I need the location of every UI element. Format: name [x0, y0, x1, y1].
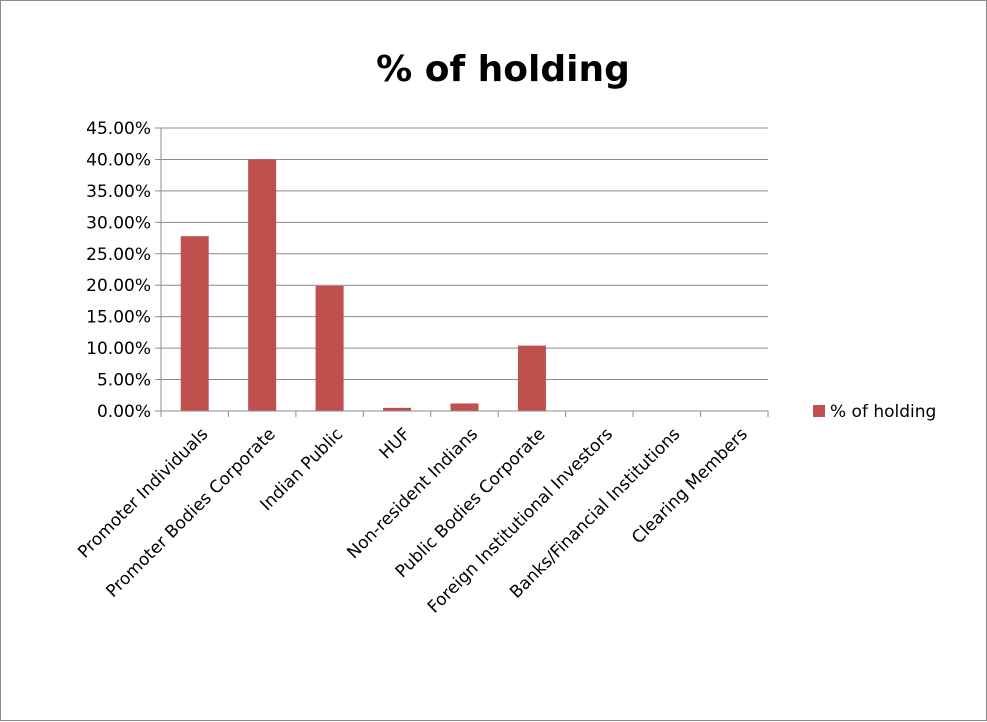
bar	[248, 159, 277, 411]
y-tick-label: 40.00%	[86, 150, 151, 170]
y-tick-label: 45.00%	[86, 119, 151, 139]
bar	[517, 345, 546, 411]
bar	[315, 285, 344, 411]
legend-label: % of holding	[830, 402, 936, 422]
bar	[180, 236, 209, 411]
bar	[450, 403, 479, 411]
y-tick-label: 10.00%	[86, 339, 151, 359]
x-category-label: Promoter Individuals	[74, 424, 212, 562]
y-tick-label: 20.00%	[86, 276, 151, 296]
bars	[180, 159, 546, 411]
y-axis-ticks: 0.00% 5.00% 10.00% 15.00% 20.00% 25.00% 30.00%…	[86, 119, 161, 422]
y-tick-label: 15.00%	[86, 308, 151, 328]
axes	[160, 128, 769, 417]
y-tick-label: 25.00%	[86, 245, 151, 265]
legend-swatch	[813, 405, 825, 417]
x-category-label: HUF	[376, 424, 415, 463]
legend: % of holding	[813, 402, 936, 422]
y-tick-label: 30.00%	[86, 213, 151, 233]
x-category-label: Clearing Members	[628, 424, 752, 548]
bar	[383, 407, 412, 411]
y-tick-label: 35.00%	[86, 182, 151, 202]
y-tick-label: 0.00%	[97, 402, 151, 422]
y-tick-label: 5.00%	[97, 371, 151, 391]
x-category-label: Non-resident Indians	[343, 424, 482, 563]
chart-title: % of holding	[376, 49, 630, 90]
